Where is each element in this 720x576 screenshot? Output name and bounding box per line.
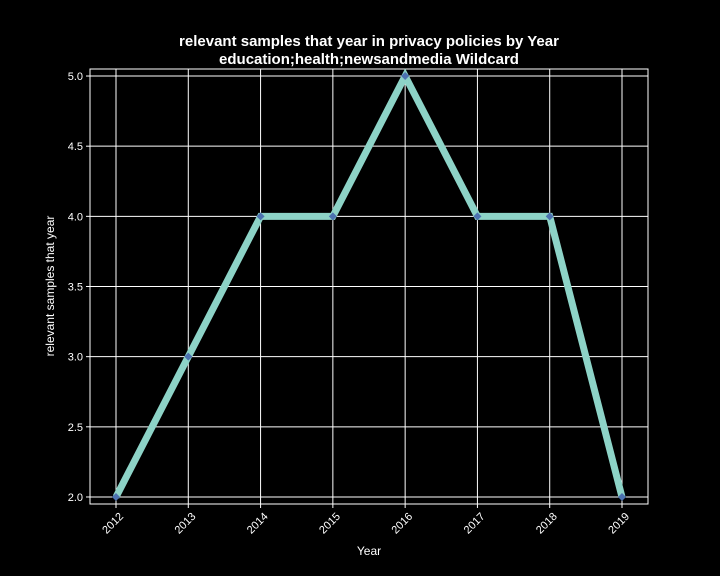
x-tick-label: 2015 [317,511,343,537]
chart-title-line1: relevant samples that year in privacy po… [179,33,559,50]
y-tick-label: 3.5 [68,282,83,294]
x-tick-label: 2014 [245,511,271,537]
y-tick-label: 2.5 [68,422,83,434]
series-line [112,68,626,499]
data-point [256,212,265,221]
data-points [112,72,626,501]
data-point [473,212,482,221]
x-axis-label: Year [357,544,381,558]
data-point [401,72,410,81]
y-tick-label: 3.0 [68,352,83,364]
x-tick-label: 2017 [462,511,488,537]
x-tick-label: 2019 [606,511,632,537]
data-point [184,352,193,361]
data-point [618,492,626,501]
chart-title-line2: education;health;newsandmedia Wildcard [219,51,519,68]
y-tick-label: 2.0 [68,492,83,504]
data-point [112,492,120,501]
x-axis-ticks: 2012 2013 2014 2015 2016 2017 2018 2019 [100,504,632,536]
data-point [545,212,554,221]
y-tick-label: 4.0 [68,211,83,223]
y-tick-label: 5.0 [68,71,83,83]
y-axis-label: relevant samples that year [43,216,57,357]
x-tick-label: 2013 [173,511,199,537]
y-axis-ticks: 2.0 2.5 3.0 3.5 4.0 4.5 5.0 [68,71,90,504]
x-tick-label: 2018 [534,511,560,537]
data-point [328,212,337,221]
x-tick-label: 2012 [100,511,126,537]
series-line-layer [112,68,626,499]
y-tick-label: 4.5 [68,141,83,153]
x-tick-label: 2016 [389,511,415,537]
